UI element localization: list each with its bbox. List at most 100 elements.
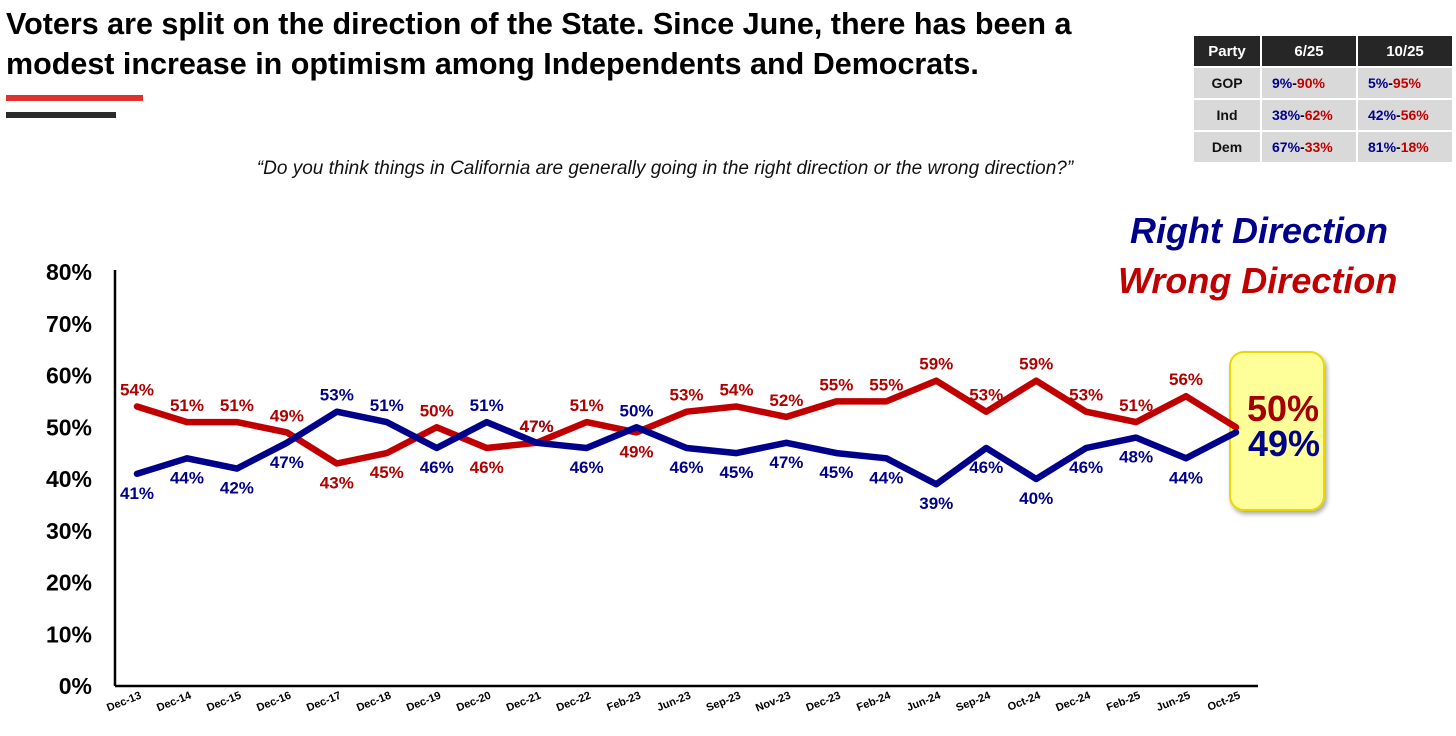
data-label: 46%: [470, 458, 504, 477]
data-label: 53%: [669, 386, 703, 405]
header-party: Party: [1192, 34, 1262, 68]
data-label: 51%: [220, 396, 254, 415]
header-june: 6/25: [1260, 34, 1358, 68]
data-label: 53%: [320, 386, 354, 405]
party-table: Party 6/25 10/25 GOP 9%-90% 5%-95% Ind 3…: [1192, 34, 1454, 164]
data-labels: 41% 54% 44% 51% 42% 51% 47% 49% 53% 43% 51% 45% 46% 5…: [120, 355, 1203, 514]
data-label: 50%: [420, 401, 454, 420]
x-tick-label: Jun-25: [1155, 690, 1192, 714]
data-label: 46%: [420, 458, 454, 477]
data-label: 44%: [1169, 468, 1203, 487]
party-label: Dem: [1192, 130, 1262, 164]
october-right-value: 42%: [1368, 107, 1397, 123]
data-label: 59%: [1019, 355, 1053, 374]
x-tick-label: Dec-13: [105, 690, 143, 715]
data-label: 46%: [1069, 458, 1103, 477]
x-tick-label: Feb-25: [1105, 690, 1142, 714]
y-tick-label: 10%: [46, 621, 92, 647]
x-tick-label: Nov-23: [754, 690, 793, 715]
data-label: 40%: [1019, 489, 1053, 508]
x-tick-label: Feb-23: [605, 690, 642, 714]
data-label: 52%: [769, 391, 803, 410]
data-label: 41%: [120, 484, 154, 503]
data-label: 48%: [1119, 448, 1153, 467]
x-tick-label: Sep-23: [705, 690, 743, 715]
party-label: Ind: [1192, 98, 1262, 132]
data-label: 55%: [819, 375, 853, 394]
data-label: 43%: [320, 473, 354, 492]
x-tick-label: Dec-24: [1054, 689, 1093, 714]
x-tick-label: Dec-22: [555, 690, 593, 715]
data-label: 55%: [869, 375, 903, 394]
y-tick-label: 80%: [46, 259, 92, 285]
x-axis-ticks: Dec-13 Dec-14 Dec-15 Dec-16 Dec-17 Dec-18 Dec-…: [105, 689, 1242, 714]
x-tick-label: Dec-20: [455, 690, 493, 715]
y-tick-label: 40%: [46, 466, 92, 492]
june-values: 9%-90%: [1260, 66, 1358, 100]
data-label: 45%: [819, 463, 853, 482]
october-values: 81%-18%: [1356, 130, 1454, 164]
x-tick-label: Oct-25: [1206, 690, 1242, 714]
series-lines: [133, 377, 1240, 488]
data-label: 54%: [120, 381, 154, 400]
june-wrong-value: 62%: [1304, 107, 1333, 123]
data-label: 45%: [370, 463, 404, 482]
data-label: 51%: [370, 396, 404, 415]
x-tick-label: Oct-24: [1006, 689, 1043, 713]
x-tick-label: Dec-15: [205, 690, 243, 715]
x-tick-label: Jun-23: [655, 690, 692, 714]
x-tick-label: Dec-18: [355, 690, 393, 715]
data-label: 50%: [620, 401, 654, 420]
highlight-wrong-value: 50%: [1247, 388, 1319, 429]
data-label: 51%: [170, 396, 204, 415]
june-values: 38%-62%: [1260, 98, 1358, 132]
data-label: 53%: [969, 386, 1003, 405]
x-tick-label: Dec-14: [155, 689, 194, 714]
x-tick-label: Dec-17: [305, 690, 343, 715]
data-label: 44%: [869, 468, 903, 487]
y-tick-label: 20%: [46, 570, 92, 596]
legend-wrong-direction: Wrong Direction: [1118, 260, 1398, 301]
x-tick-label: Feb-24: [855, 689, 893, 714]
y-tick-label: 0%: [59, 673, 92, 699]
highlight-right-value: 49%: [1248, 423, 1320, 464]
october-wrong-value: 56%: [1400, 107, 1429, 123]
data-label: 49%: [620, 442, 654, 461]
title-accent-dark: [6, 112, 116, 118]
title-accent-red: [6, 95, 143, 101]
data-label: 39%: [919, 494, 953, 513]
series-line-right-direction: [133, 408, 1240, 488]
data-label: 51%: [1119, 396, 1153, 415]
final-value-highlight-box: [1229, 351, 1325, 511]
x-tick-label: Jun-24: [905, 689, 943, 714]
data-label: 51%: [570, 396, 604, 415]
x-tick-label: Dec-23: [805, 690, 843, 715]
data-label: 47%: [270, 453, 304, 472]
october-values: 5%-95%: [1356, 66, 1454, 100]
data-label: 46%: [570, 458, 604, 477]
data-label: 59%: [919, 355, 953, 374]
series-line-wrong-direction: [133, 377, 1240, 467]
party-table-header: Party 6/25 10/25: [1192, 34, 1454, 68]
data-label: 51%: [470, 396, 504, 415]
october-wrong-value: 18%: [1400, 139, 1429, 155]
data-label: 45%: [719, 463, 753, 482]
x-tick-label: Dec-21: [505, 690, 543, 715]
party-row-ind: Ind 38%-62% 42%-56%: [1192, 98, 1454, 132]
june-right-value: 67%: [1272, 139, 1301, 155]
x-tick-label: Sep-24: [954, 689, 993, 714]
october-values: 42%-56%: [1356, 98, 1454, 132]
june-wrong-value: 33%: [1304, 139, 1333, 155]
data-label: 54%: [719, 381, 753, 400]
y-tick-label: 50%: [46, 414, 92, 440]
data-label: 46%: [669, 458, 703, 477]
june-right-value: 38%: [1272, 107, 1301, 123]
y-tick-label: 70%: [46, 311, 92, 337]
october-right-value: 81%: [1368, 139, 1397, 155]
header-october: 10/25: [1356, 34, 1454, 68]
data-label: 47%: [520, 417, 554, 436]
data-label: 42%: [220, 479, 254, 498]
party-label: GOP: [1192, 66, 1262, 100]
june-values: 67%-33%: [1260, 130, 1358, 164]
